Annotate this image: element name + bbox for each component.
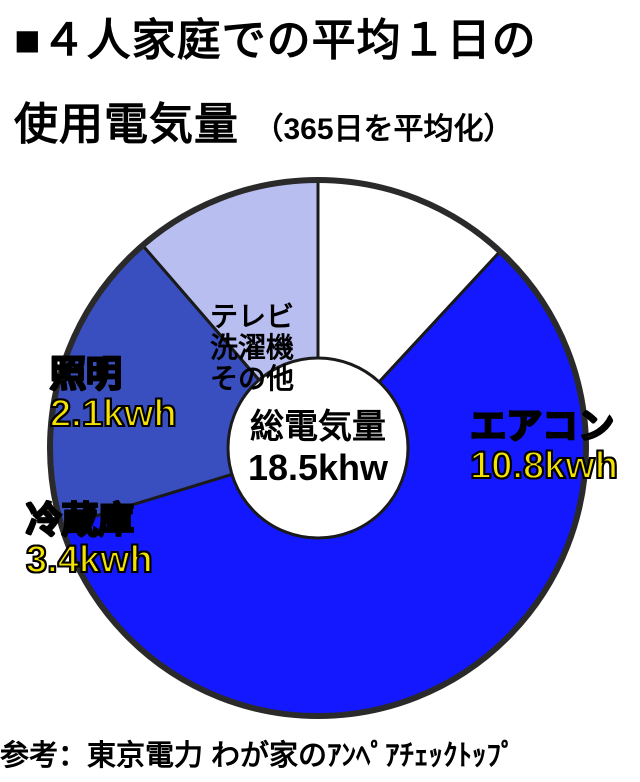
slice-label-fridge: 冷蔵庫 3.4kwh [26,500,153,581]
slice-fridge-name: 冷蔵庫 [26,500,153,540]
slice-lighting-value: 2.1kwh [50,394,177,436]
slice-other-line2: 洗濯機 [210,332,294,363]
slice-label-lighting: 照明 2.1kwh [50,354,177,435]
slice-aircon-name: エアコン [470,406,618,446]
title-line1: ■４人家庭での平均１日の [14,8,626,74]
slice-aircon-value: 10.8kwh [470,446,618,488]
chart-title-block: ■４人家庭での平均１日の 使用電気量 （365日を平均化） [0,0,640,158]
title-line2: 使用電気量 （365日を平均化） [14,92,626,158]
title-line2-main: 使用電気量 [14,100,239,149]
title-line2-sub: （365日を平均化） [253,113,513,146]
slice-label-aircon: エアコン 10.8kwh [470,406,618,487]
pie-chart: テレビ 洗濯機 その他 エアコン 10.8kwh 冷蔵庫 3.4kwh 照明 2… [20,160,620,720]
pie-center-value: 18.5khw [248,447,388,488]
slice-other-line3: その他 [210,363,294,394]
pie-center-label: 総電気量 18.5khw [248,408,388,488]
slice-fridge-value: 3.4kwh [26,540,153,582]
slice-label-other: テレビ 洗濯機 その他 [210,302,294,394]
slice-other-line1: テレビ [210,301,294,332]
slice-lighting-name: 照明 [50,354,177,394]
source-footer: 参考：東京電力 わが家のｱﾝﾍﾟｱﾁｪｯｸﾄｯﾌﾟ [0,732,516,774]
pie-center-title: 総電気量 [248,408,388,447]
